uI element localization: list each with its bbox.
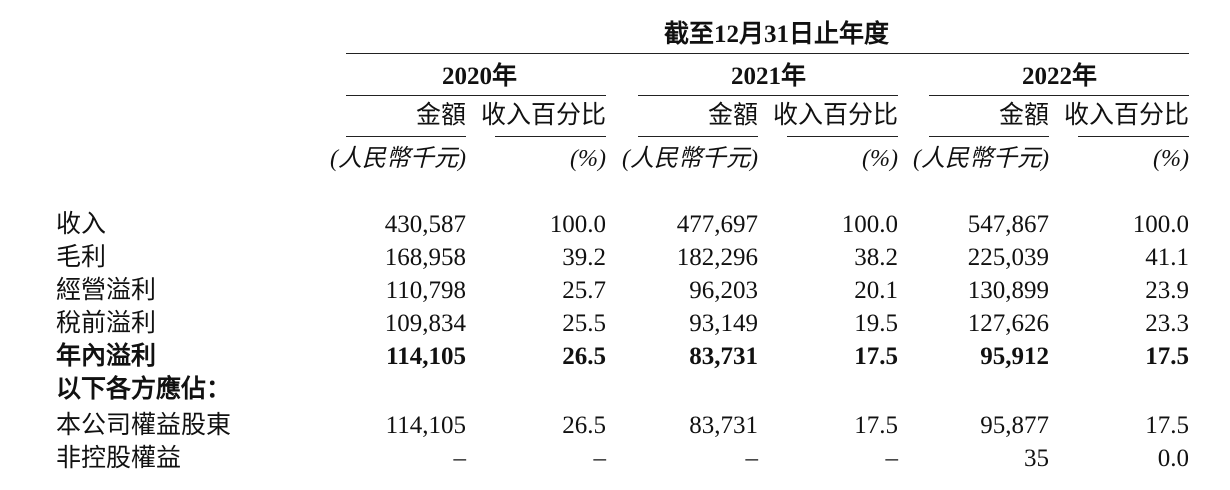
cell-profit-for-year-percent-2021: 17.5 bbox=[854, 343, 898, 370]
amount-label-2020: 金額 bbox=[415, 102, 466, 129]
cell-operating-profit-amount-2021: 96,203 bbox=[689, 277, 758, 304]
cell-profit-for-year-amount-2021: 83,731 bbox=[689, 343, 758, 370]
cell-operating-profit-amount-2022: 130,899 bbox=[967, 277, 1049, 304]
cell-revenue-percent-2022: 100.0 bbox=[1132, 211, 1189, 238]
row-label-attributable-to: 以下各方應佔： bbox=[56, 376, 232, 403]
cell-profit-for-year-amount-2020: 114,105 bbox=[386, 343, 466, 370]
cell-operating-profit-percent-2020: 25.7 bbox=[562, 277, 606, 304]
amount-label-2021: 金額 bbox=[707, 102, 758, 129]
percent-unit-2022: (%) bbox=[1153, 146, 1189, 172]
cell-equity-shareholders-percent-2022: 17.5 bbox=[1145, 412, 1189, 439]
percent-label-2020: 收入百分比 bbox=[480, 102, 606, 129]
cell-operating-profit-amount-2020: 110,798 bbox=[385, 277, 466, 304]
col-rule-amount-2020 bbox=[346, 136, 466, 137]
cell-profit-for-year-percent-2022: 17.5 bbox=[1145, 343, 1189, 370]
row-label-profit-before-tax: 稅前溢利 bbox=[56, 310, 157, 337]
amount-unit-2022: (人民幣千元) bbox=[913, 146, 1049, 172]
row-label-revenue: 收入 bbox=[56, 211, 107, 238]
row-label-equity-shareholders: 本公司權益股東 bbox=[56, 412, 232, 439]
cell-equity-shareholders-amount-2021: 83,731 bbox=[689, 412, 758, 439]
percent-label-2022: 收入百分比 bbox=[1063, 102, 1189, 129]
year-rule-2021 bbox=[638, 95, 898, 96]
row-label-profit-for-year: 年內溢利 bbox=[56, 343, 157, 370]
cell-gross-profit-amount-2021: 182,296 bbox=[676, 244, 758, 271]
cell-revenue-percent-2021: 100.0 bbox=[841, 211, 898, 238]
col-rule-percent-2022 bbox=[1078, 136, 1189, 137]
cell-equity-shareholders-percent-2021: 17.5 bbox=[854, 412, 898, 439]
col-rule-amount-2021 bbox=[638, 136, 758, 137]
year-rule-2020 bbox=[346, 95, 606, 96]
cell-equity-shareholders-amount-2020: 114,105 bbox=[385, 412, 466, 439]
amount-label-2022: 金額 bbox=[998, 102, 1049, 129]
col-rule-percent-2021 bbox=[787, 136, 898, 137]
cell-non-controlling-percent-2022: 0.0 bbox=[1157, 445, 1189, 472]
cell-profit-before-tax-percent-2021: 19.5 bbox=[854, 310, 898, 337]
row-label-non-controlling-interests: 非控股權益 bbox=[56, 445, 182, 472]
cell-gross-profit-amount-2020: 168,958 bbox=[384, 244, 466, 271]
cell-profit-for-year-amount-2022: 95,912 bbox=[980, 343, 1049, 370]
cell-equity-shareholders-amount-2022: 95,877 bbox=[980, 412, 1049, 439]
cell-profit-before-tax-amount-2020: 109,834 bbox=[384, 310, 466, 337]
cell-non-controlling-percent-2020: – bbox=[593, 445, 607, 472]
cell-operating-profit-percent-2021: 20.1 bbox=[854, 277, 898, 304]
col-rule-percent-2020 bbox=[495, 136, 606, 137]
year-rule-2022 bbox=[929, 95, 1189, 96]
cell-revenue-amount-2022: 547,867 bbox=[967, 211, 1049, 238]
year-header-2021: 2021年 bbox=[731, 63, 807, 90]
cell-revenue-amount-2020: 430,587 bbox=[384, 211, 466, 238]
cell-non-controlling-percent-2021: – bbox=[885, 445, 899, 472]
percent-unit-2021: (%) bbox=[862, 146, 898, 172]
cell-gross-profit-percent-2020: 39.2 bbox=[562, 244, 606, 271]
cell-non-controlling-amount-2022: 35 bbox=[1024, 445, 1049, 472]
year-header-2020: 2020年 bbox=[442, 63, 518, 90]
row-label-operating-profit: 經營溢利 bbox=[56, 277, 157, 304]
percent-label-2021: 收入百分比 bbox=[772, 102, 898, 129]
amount-unit-2021: (人民幣千元) bbox=[622, 146, 758, 172]
percent-unit-2020: (%) bbox=[570, 146, 606, 172]
cell-gross-profit-percent-2022: 41.1 bbox=[1145, 244, 1189, 271]
cell-profit-before-tax-amount-2021: 93,149 bbox=[689, 310, 758, 337]
period-header: 截至12月31日止年度 bbox=[664, 21, 890, 48]
amount-unit-2020: (人民幣千元) bbox=[330, 146, 466, 172]
year-header-2022: 2022年 bbox=[1022, 63, 1098, 90]
cell-profit-before-tax-percent-2022: 23.3 bbox=[1145, 310, 1189, 337]
cell-non-controlling-amount-2021: – bbox=[745, 445, 759, 472]
cell-equity-shareholders-percent-2020: 26.5 bbox=[562, 412, 606, 439]
cell-revenue-amount-2021: 477,697 bbox=[676, 211, 758, 238]
cell-profit-before-tax-amount-2022: 127,626 bbox=[967, 310, 1049, 337]
cell-gross-profit-percent-2021: 38.2 bbox=[854, 244, 898, 271]
col-rule-amount-2022 bbox=[929, 136, 1049, 137]
cell-revenue-percent-2020: 100.0 bbox=[549, 211, 606, 238]
cell-profit-before-tax-percent-2020: 25.5 bbox=[562, 310, 606, 337]
row-label-gross-profit: 毛利 bbox=[56, 244, 107, 271]
period-rule bbox=[346, 53, 1189, 54]
cell-profit-for-year-percent-2020: 26.5 bbox=[562, 343, 606, 370]
cell-gross-profit-amount-2022: 225,039 bbox=[967, 244, 1049, 271]
cell-non-controlling-amount-2020: – bbox=[453, 445, 467, 472]
cell-operating-profit-percent-2022: 23.9 bbox=[1145, 277, 1189, 304]
